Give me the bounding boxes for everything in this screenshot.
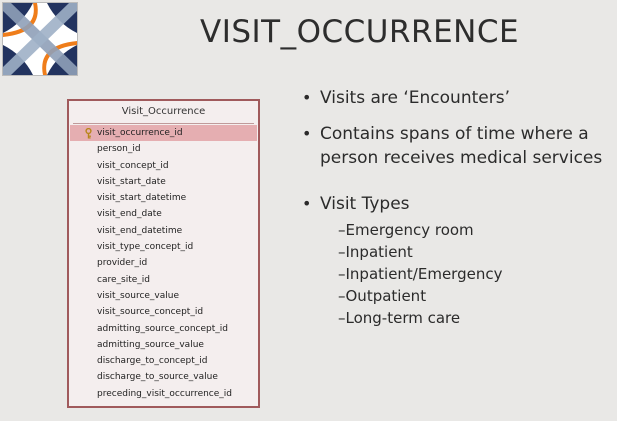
bullet-list: Visits are ‘Encounters’ Contains spans o… xyxy=(302,86,614,329)
field-row: visit_end_date xyxy=(97,209,162,220)
bullet-visit-types: Visit Types xyxy=(302,192,614,216)
key-icon xyxy=(85,128,92,139)
field-row: preceding_visit_occurrence_id xyxy=(97,388,233,399)
visit-occurrence-table: Visit_Occurrence visit_occurrence_id per… xyxy=(67,99,260,408)
field-row: visit_end_datetime xyxy=(97,225,183,236)
field-row: visit_source_value xyxy=(97,290,180,301)
bullet-spans-of-time: Contains spans of time where a person re… xyxy=(302,122,614,170)
visit-type-item: –Inpatient/Emergency xyxy=(338,265,503,283)
field-row: discharge_to_source_value xyxy=(97,372,218,383)
field-row: admitting_source_concept_id xyxy=(97,323,228,334)
slide-title: VISIT_OCCURRENCE xyxy=(200,14,520,50)
field-row: visit_start_date xyxy=(97,176,166,187)
bullet-visits-encounters: Visits are ‘Encounters’ xyxy=(302,86,614,110)
visit-types-list: –Emergency room –Inpatient –Inpatient/Em… xyxy=(302,219,614,329)
field-row: admitting_source_value xyxy=(97,339,204,350)
visit-type-item: –Inpatient xyxy=(338,243,413,261)
field-row: care_site_id xyxy=(97,274,150,285)
field-row: provider_id xyxy=(97,258,148,269)
visit-type-item: –Emergency room xyxy=(338,221,474,239)
field-row: visit_type_concept_id xyxy=(97,242,194,253)
visit-type-item: –Long-term care xyxy=(338,309,461,327)
field-list: visit_occurrence_id person_id visit_conc… xyxy=(69,125,258,402)
field-row: person_id xyxy=(97,144,141,155)
visit-type-item: –Outpatient xyxy=(338,287,427,305)
visit-types-label: Visit Types xyxy=(320,194,410,214)
field-row: visit_source_concept_id xyxy=(97,307,204,318)
ohdsi-logo-icon xyxy=(2,2,78,76)
table-name: Visit_Occurrence xyxy=(73,101,254,124)
field-row: visit_start_datetime xyxy=(97,193,187,204)
primary-key-field: visit_occurrence_id xyxy=(70,125,257,142)
field-row: discharge_to_concept_id xyxy=(97,356,208,367)
field-label: visit_occurrence_id xyxy=(97,128,183,138)
field-row: visit_concept_id xyxy=(97,160,169,171)
